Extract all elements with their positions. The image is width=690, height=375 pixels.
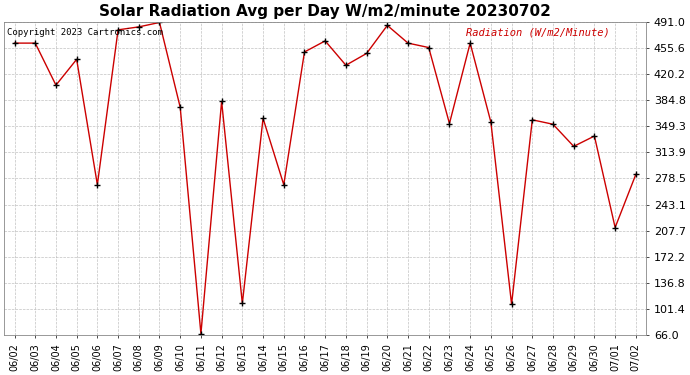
Title: Solar Radiation Avg per Day W/m2/minute 20230702: Solar Radiation Avg per Day W/m2/minute … — [99, 4, 551, 19]
Text: Radiation (W/m2/Minute): Radiation (W/m2/Minute) — [466, 28, 610, 38]
Text: Copyright 2023 Cartronics.com: Copyright 2023 Cartronics.com — [8, 28, 164, 37]
